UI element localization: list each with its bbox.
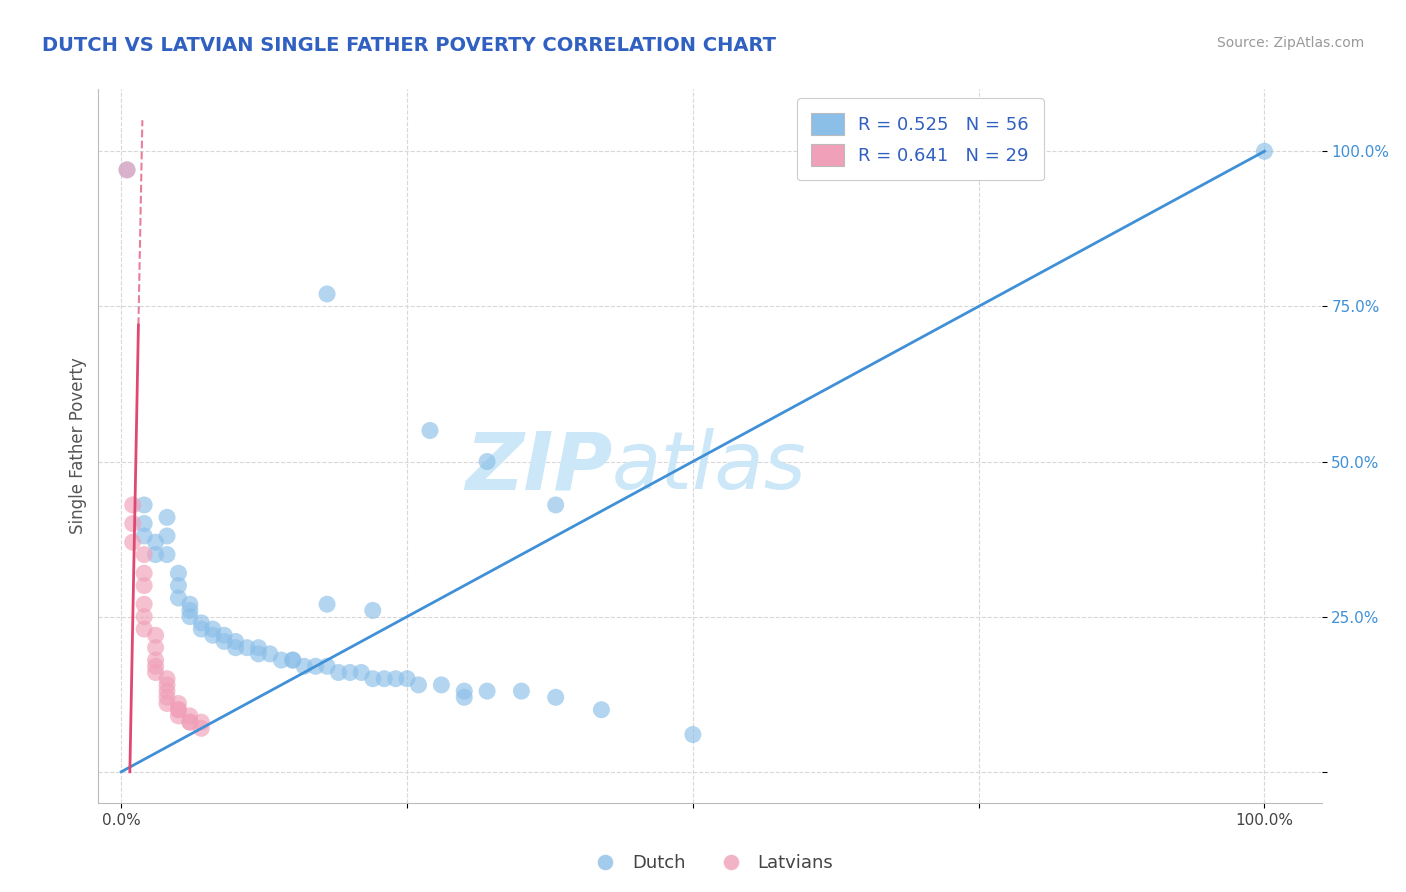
Point bbox=[212, 628, 235, 642]
Point bbox=[145, 659, 167, 673]
Point bbox=[316, 659, 339, 673]
Point bbox=[591, 703, 613, 717]
Point bbox=[167, 579, 190, 593]
Point bbox=[247, 640, 270, 655]
Point bbox=[316, 287, 339, 301]
Point bbox=[361, 603, 384, 617]
Point bbox=[212, 634, 235, 648]
Point bbox=[179, 715, 201, 730]
Point bbox=[156, 510, 179, 524]
Point bbox=[328, 665, 350, 680]
Point bbox=[145, 548, 167, 562]
Point bbox=[384, 672, 406, 686]
Point bbox=[156, 697, 179, 711]
Point bbox=[167, 591, 190, 605]
Point bbox=[225, 634, 247, 648]
Point bbox=[179, 609, 201, 624]
Point bbox=[145, 640, 167, 655]
Point bbox=[281, 653, 304, 667]
Point bbox=[201, 622, 224, 636]
Point bbox=[167, 697, 190, 711]
Point bbox=[304, 659, 326, 673]
Point bbox=[115, 162, 138, 177]
Point bbox=[361, 672, 384, 686]
Point bbox=[396, 672, 419, 686]
Point bbox=[121, 498, 143, 512]
Point bbox=[510, 684, 533, 698]
Text: ZIP: ZIP bbox=[465, 428, 612, 507]
Point bbox=[316, 597, 339, 611]
Point bbox=[408, 678, 430, 692]
Point bbox=[179, 715, 201, 730]
Point bbox=[145, 653, 167, 667]
Point bbox=[339, 665, 361, 680]
Text: atlas: atlas bbox=[612, 428, 807, 507]
Legend: Dutch, Latvians: Dutch, Latvians bbox=[579, 847, 841, 880]
Point bbox=[270, 653, 292, 667]
Point bbox=[156, 678, 179, 692]
Point bbox=[156, 529, 179, 543]
Point bbox=[156, 684, 179, 698]
Point bbox=[201, 628, 224, 642]
Point bbox=[544, 690, 567, 705]
Point bbox=[247, 647, 270, 661]
Text: Source: ZipAtlas.com: Source: ZipAtlas.com bbox=[1216, 36, 1364, 50]
Point bbox=[167, 703, 190, 717]
Text: DUTCH VS LATVIAN SINGLE FATHER POVERTY CORRELATION CHART: DUTCH VS LATVIAN SINGLE FATHER POVERTY C… bbox=[42, 36, 776, 54]
Point bbox=[259, 647, 281, 661]
Point bbox=[225, 640, 247, 655]
Point bbox=[134, 622, 156, 636]
Point bbox=[373, 672, 395, 686]
Point bbox=[544, 498, 567, 512]
Point bbox=[179, 603, 201, 617]
Point bbox=[134, 597, 156, 611]
Point bbox=[134, 579, 156, 593]
Point bbox=[134, 548, 156, 562]
Point bbox=[190, 622, 212, 636]
Point bbox=[281, 653, 304, 667]
Point bbox=[156, 672, 179, 686]
Point bbox=[134, 516, 156, 531]
Point bbox=[115, 162, 138, 177]
Point bbox=[1253, 145, 1275, 159]
Point bbox=[430, 678, 453, 692]
Point bbox=[190, 722, 212, 736]
Point bbox=[145, 628, 167, 642]
Point bbox=[190, 715, 212, 730]
Point bbox=[236, 640, 259, 655]
Point bbox=[167, 709, 190, 723]
Point bbox=[134, 498, 156, 512]
Point bbox=[134, 609, 156, 624]
Point bbox=[350, 665, 373, 680]
Point bbox=[121, 535, 143, 549]
Point bbox=[453, 684, 475, 698]
Point bbox=[156, 690, 179, 705]
Point bbox=[167, 566, 190, 581]
Point bbox=[190, 615, 212, 630]
Point bbox=[475, 454, 498, 468]
Point bbox=[682, 727, 704, 741]
Point bbox=[419, 424, 441, 438]
Point bbox=[179, 597, 201, 611]
Point bbox=[475, 684, 498, 698]
Point bbox=[179, 709, 201, 723]
Point bbox=[292, 659, 315, 673]
Point bbox=[134, 529, 156, 543]
Point bbox=[167, 703, 190, 717]
Point bbox=[156, 548, 179, 562]
Point bbox=[145, 665, 167, 680]
Y-axis label: Single Father Poverty: Single Father Poverty bbox=[69, 358, 87, 534]
Point bbox=[134, 566, 156, 581]
Point bbox=[453, 690, 475, 705]
Point bbox=[145, 535, 167, 549]
Point bbox=[121, 516, 143, 531]
